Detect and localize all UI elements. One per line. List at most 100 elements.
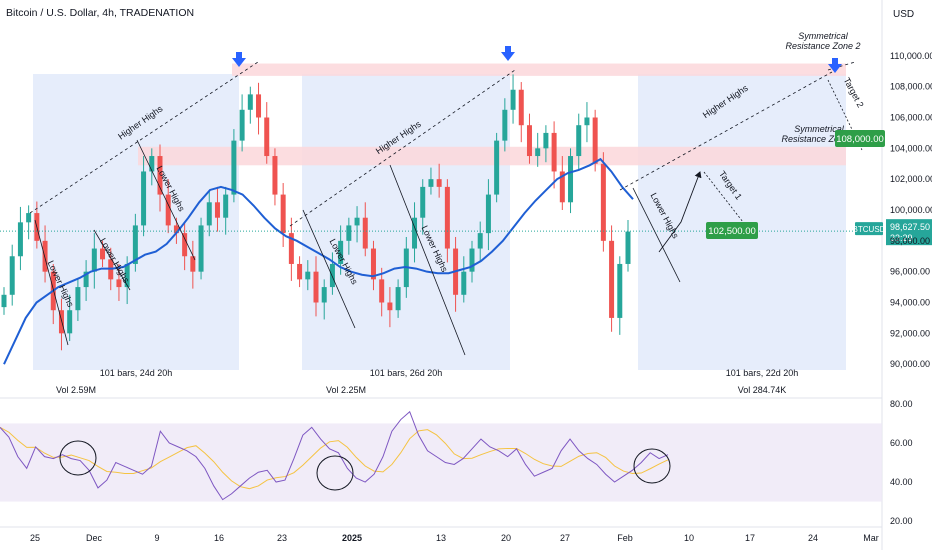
lower-highs-line bbox=[389, 164, 466, 356]
target-1-path bbox=[703, 171, 744, 223]
candle-body bbox=[436, 179, 442, 187]
time-tick: 9 bbox=[154, 533, 159, 543]
price-tick: 104,000.00 bbox=[890, 143, 932, 153]
candle-body bbox=[83, 271, 89, 288]
rsi-tick: 20.00 bbox=[890, 516, 913, 526]
candle-body bbox=[592, 117, 598, 164]
candle-body bbox=[190, 256, 196, 272]
price-tick: 98,000.00 bbox=[890, 236, 930, 246]
currency-label[interactable]: USD bbox=[893, 9, 915, 20]
price-tag bbox=[886, 219, 932, 246]
target-2-value: 108,000.00 bbox=[836, 134, 884, 145]
candle-body bbox=[609, 240, 615, 318]
candle-body bbox=[568, 156, 574, 203]
time-tick: 16 bbox=[214, 533, 224, 543]
candle-body bbox=[420, 186, 426, 218]
price-tag-value: 98,627.50 bbox=[890, 222, 930, 232]
candle-body bbox=[264, 117, 270, 157]
peak-arrow bbox=[828, 58, 842, 73]
zone-label-line: Resistance Zone 1 bbox=[781, 134, 856, 144]
time-tick: Dec bbox=[86, 533, 103, 543]
target-2-box bbox=[835, 130, 885, 147]
candle-body bbox=[1, 294, 7, 308]
candle-body bbox=[272, 156, 278, 195]
candle-body bbox=[157, 156, 163, 195]
candle-body bbox=[346, 225, 352, 241]
candle-body bbox=[280, 194, 286, 234]
symbol-tag bbox=[855, 222, 883, 236]
higher-highs-line bbox=[289, 69, 516, 227]
price-tick: 102,000.00 bbox=[890, 174, 932, 184]
projection-volume-label: Vol 284.74K bbox=[738, 385, 787, 395]
candle-body bbox=[354, 217, 360, 226]
peak-arrow bbox=[232, 52, 246, 67]
candle-body bbox=[75, 287, 81, 311]
candle-body bbox=[297, 263, 303, 280]
zone-label: Symmetrical Resistance Zone 2 bbox=[785, 31, 860, 51]
candle-body bbox=[198, 225, 204, 272]
time-tick: 10 bbox=[684, 533, 694, 543]
candle-body bbox=[485, 194, 491, 234]
resistance-zones bbox=[138, 63, 846, 166]
candle-body bbox=[412, 217, 418, 249]
candle-body bbox=[9, 256, 15, 295]
target-1-box bbox=[706, 222, 758, 239]
lower-highs-line bbox=[632, 187, 681, 283]
candle-body bbox=[223, 194, 229, 218]
candle-body bbox=[206, 202, 212, 226]
candle-body bbox=[256, 94, 262, 118]
projection-volume-label: Vol 2.25M bbox=[326, 385, 366, 395]
candle-body bbox=[288, 233, 294, 264]
price-tick: 108,000.00 bbox=[890, 82, 932, 92]
candle-body bbox=[510, 89, 516, 110]
rsi-band bbox=[0, 423, 882, 502]
candle-body bbox=[182, 233, 188, 257]
projection-box bbox=[302, 74, 510, 370]
time-tick: 23 bbox=[277, 533, 287, 543]
time-tick: Feb bbox=[617, 533, 633, 543]
candle-body bbox=[576, 125, 582, 157]
chart-title: Bitcoin / U.S. Dollar, 4h, TRADENATION bbox=[6, 7, 195, 19]
candle-body bbox=[559, 171, 565, 203]
rsi-line bbox=[0, 410, 669, 501]
time-tick: 13 bbox=[436, 533, 446, 543]
time-tick: 24 bbox=[808, 533, 818, 543]
time-tick: 25 bbox=[30, 533, 40, 543]
projection-volume-label: Vol 2.59M bbox=[56, 385, 96, 395]
price-tick: 100,000.00 bbox=[890, 205, 932, 215]
candle-body bbox=[305, 271, 311, 280]
candle-body bbox=[469, 248, 475, 272]
rsi-circle bbox=[316, 455, 354, 491]
candle-body bbox=[214, 202, 220, 218]
candle-body bbox=[461, 271, 467, 295]
time-tick: 20 bbox=[501, 533, 511, 543]
projection-bars-label: 101 bars, 26d 20h bbox=[370, 368, 443, 378]
candle-body bbox=[428, 179, 434, 187]
resistance-zone bbox=[138, 146, 846, 166]
candle-body bbox=[535, 148, 541, 157]
candle-body bbox=[165, 194, 171, 226]
projection-bars-label: 101 bars, 24d 20h bbox=[100, 368, 173, 378]
price-tick: 96,000.00 bbox=[890, 267, 930, 277]
candle-body bbox=[444, 186, 450, 249]
candle-body bbox=[231, 140, 237, 195]
candle-body bbox=[17, 222, 23, 257]
zone-label-line: Resistance Zone 2 bbox=[785, 41, 860, 51]
candle-body bbox=[543, 132, 549, 149]
candle-body bbox=[329, 263, 335, 288]
time-tick: 27 bbox=[560, 533, 570, 543]
rsi-circle bbox=[633, 448, 671, 484]
zone-label: Symmetrical Resistance Zone 1 bbox=[781, 124, 856, 144]
candle-body bbox=[124, 263, 130, 288]
price-tick: 94,000.00 bbox=[890, 298, 930, 308]
candle-body bbox=[395, 287, 401, 311]
candle-body bbox=[338, 240, 344, 264]
candle-body bbox=[379, 279, 385, 303]
candle-body bbox=[600, 163, 606, 241]
candle-body bbox=[370, 248, 376, 280]
candle-body bbox=[321, 287, 327, 303]
rsi-pane bbox=[0, 410, 882, 502]
lower-highs-line bbox=[136, 139, 196, 261]
